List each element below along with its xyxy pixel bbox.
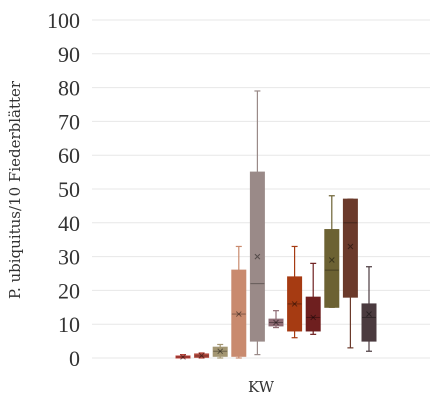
y-tick-label-30: 30: [58, 245, 80, 270]
box-rect-1: [175, 355, 191, 359]
box-rect-9: [324, 229, 340, 308]
y-tick-label-70: 70: [58, 109, 80, 134]
y-tick-label-80: 80: [58, 76, 80, 101]
y-tick-label-10: 10: [58, 312, 80, 337]
box-rect-4: [231, 269, 247, 357]
y-tick-label-50: 50: [58, 177, 80, 202]
box-4: [231, 245, 247, 359]
mean-marker-4: [235, 311, 242, 317]
y-axis-tick-labels: 0 10 20 30 40 50 60 70 80 90 100: [47, 8, 80, 371]
y-tick-label-100: 100: [47, 8, 80, 33]
mean-marker-1: [180, 354, 186, 360]
y-tick-label-60: 60: [58, 143, 80, 168]
box-6: [268, 310, 284, 329]
box-2: [194, 352, 210, 359]
mean-marker-6: [273, 319, 279, 326]
box-rect-3: [212, 346, 228, 357]
mean-marker-9: [328, 257, 335, 263]
box-plot-series: [175, 90, 377, 360]
mean-marker-5: [254, 253, 261, 260]
y-axis-title: P. ubiquitus/10 Fiederblätter: [6, 80, 24, 299]
y-tick-label-0: 0: [69, 346, 80, 371]
x-axis-title: KW: [248, 378, 275, 396]
box-rect-7: [287, 276, 303, 332]
box-rect-10: [342, 198, 358, 298]
box-rect-8: [305, 296, 321, 332]
box-rect-2: [194, 353, 210, 358]
box-7: [287, 245, 303, 339]
box-rect-11: [361, 303, 377, 342]
box-9: [324, 195, 340, 308]
mean-marker-2: [198, 352, 205, 359]
box-5: [249, 90, 265, 356]
y-tick-label-40: 40: [58, 211, 80, 236]
box-10: [342, 198, 358, 349]
y-tick-label-20: 20: [58, 278, 80, 303]
y-tick-label-90: 90: [58, 42, 80, 67]
box-11: [361, 266, 377, 352]
box-8: [305, 262, 321, 335]
box-3: [212, 343, 228, 359]
mean-marker-10: [347, 243, 354, 250]
mean-marker-8: [310, 314, 317, 321]
box-1: [175, 354, 191, 360]
mean-marker-11: [366, 311, 372, 317]
box-rect-6: [268, 318, 284, 327]
mean-marker-7: [291, 301, 298, 307]
box-rect-5: [249, 171, 265, 342]
mean-marker-3: [217, 348, 224, 355]
